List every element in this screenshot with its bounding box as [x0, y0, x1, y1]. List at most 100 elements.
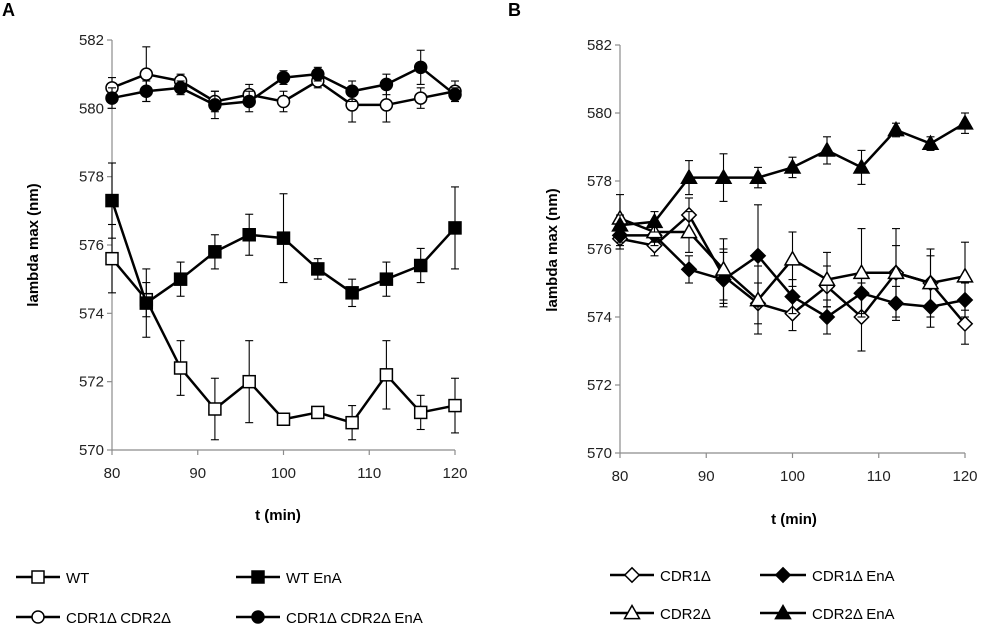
x-tick-label: 110 — [357, 465, 381, 482]
legend-sample-cdr2-ena — [760, 603, 806, 620]
data-point-cdr2 — [749, 290, 767, 307]
x-tick-label: 90 — [698, 468, 715, 485]
data-point-wt — [311, 405, 325, 420]
data-point-cdr1-cdr2-ena — [276, 70, 291, 85]
y-tick-label: 582 — [79, 32, 104, 49]
data-point-cdr2-ena — [783, 158, 802, 174]
legend-label-wt: WT — [66, 570, 89, 587]
data-point-cdr2 — [680, 222, 698, 239]
panel-b-letter: B — [508, 0, 521, 20]
data-point-cdr1-cdr2-ena — [448, 87, 462, 102]
panel-b-y-axis-title: lambda max (nm) — [544, 188, 561, 311]
legend-a: WT WT EnA CDR1Δ CDR2Δ CDR1Δ CDR2Δ EnA — [66, 570, 423, 627]
data-point-cdr1-cdr2-ena — [105, 91, 119, 105]
data-point-wt-ena — [448, 221, 462, 235]
panel-a-ticks: 570 572 574 576 578 580 582 80 90 100 110 120 — [79, 32, 468, 482]
data-point-cdr1-cdr2 — [276, 94, 291, 109]
legend-sample-cdr2 — [610, 603, 654, 620]
data-point-wt — [208, 402, 222, 416]
data-point-cdr2-ena — [714, 168, 733, 184]
data-point-cdr2-ena — [645, 212, 664, 229]
y-tick-label: 582 — [587, 37, 612, 54]
data-point-cdr1-cdr2-ena — [345, 84, 359, 98]
data-point-cdr2 — [921, 273, 940, 290]
series-wt-ena — [105, 162, 462, 338]
y-tick-label: 572 — [587, 377, 612, 394]
data-point-cdr1-ena — [784, 288, 801, 305]
legend-label-cdr1-cdr2-ena: CDR1Δ CDR2Δ EnA — [286, 610, 423, 627]
data-point-cdr2-ena — [680, 168, 698, 184]
data-point-cdr2-ena — [956, 114, 974, 130]
data-point-cdr1-cdr2-ena — [311, 67, 325, 81]
data-point-wt-ena — [105, 193, 119, 208]
x-tick-label: 110 — [867, 468, 891, 485]
data-point-cdr2 — [887, 263, 905, 280]
legend-marker-cdr1-cdr2-ena — [251, 610, 265, 624]
legend-marker-cdr1 — [623, 566, 641, 584]
data-point-cdr1 — [956, 315, 974, 333]
data-point-cdr2-ena — [852, 158, 871, 174]
data-point-cdr1-cdr2-ena — [242, 94, 256, 109]
data-point-wt-ena — [379, 272, 394, 286]
data-point-wt-ena — [413, 258, 428, 273]
data-point-cdr2 — [783, 250, 802, 266]
panel-a-x-axis-title: t (min) — [255, 507, 301, 524]
legend-marker-wt-ena — [251, 570, 265, 584]
legend-marker-cdr1-ena — [774, 566, 792, 584]
y-tick-label: 576 — [587, 241, 612, 258]
data-point-cdr1-ena — [818, 308, 836, 326]
data-point-cdr1-cdr2 — [379, 98, 394, 112]
data-point-cdr2-ena — [921, 134, 940, 150]
data-point-wt-ena — [173, 272, 188, 286]
legend-sample-cdr1-cdr2-ena — [236, 610, 280, 624]
y-tick-label: 570 — [587, 445, 612, 462]
data-point-wt — [242, 374, 256, 389]
y-tick-label: 580 — [79, 100, 104, 117]
data-point-wt — [105, 251, 119, 266]
data-point-cdr1-cdr2-ena — [208, 98, 222, 112]
data-point-wt — [379, 368, 394, 382]
x-tick-label: 90 — [189, 465, 206, 482]
y-tick-label: 578 — [79, 169, 104, 186]
panel-b-ticks: 570 572 574 576 578 580 582 80 90 100 110 120 — [587, 37, 978, 485]
legend-sample-cdr1 — [610, 566, 654, 584]
data-point-cdr2-ena — [818, 141, 836, 157]
x-tick-label: 80 — [104, 465, 121, 482]
legend-marker-wt — [31, 570, 45, 584]
data-point-cdr1-ena — [749, 247, 767, 265]
x-tick-label: 120 — [442, 465, 467, 482]
y-tick-label: 574 — [79, 305, 104, 322]
y-tick-label: 574 — [587, 309, 612, 326]
legend-label-cdr1-ena: CDR1Δ EnA — [812, 568, 895, 585]
legend-label-cdr1-cdr2: CDR1Δ CDR2Δ — [66, 610, 171, 627]
x-tick-label: 80 — [612, 468, 629, 485]
data-point-cdr1-cdr2-ena — [413, 60, 428, 75]
data-point-wt-ena — [139, 296, 154, 310]
series-line-wt — [111, 257, 456, 424]
legend-marker-cdr1-cdr2 — [31, 610, 45, 624]
legend-sample-wt-ena — [236, 570, 280, 584]
data-point-wt-ena — [311, 262, 325, 276]
data-point-wt — [448, 398, 462, 413]
data-point-cdr1-cdr2 — [139, 67, 154, 81]
legend-sample-cdr1-cdr2 — [16, 610, 60, 624]
data-point-wt — [345, 415, 359, 430]
panel-b-x-axis-title: t (min) — [771, 511, 817, 528]
y-tick-label: 576 — [79, 237, 104, 254]
data-point-cdr1-cdr2-ena — [379, 77, 394, 92]
data-point-cdr1-ena — [680, 261, 698, 278]
data-point-cdr2 — [956, 267, 974, 283]
panel-a-y-axis-title: lambda max (nm) — [25, 183, 42, 306]
data-point-wt-ena — [345, 286, 359, 300]
legend-label-cdr2-ena: CDR2Δ EnA — [812, 606, 895, 623]
data-point-wt — [413, 405, 428, 420]
y-tick-label: 578 — [587, 173, 612, 190]
x-tick-label: 120 — [952, 468, 977, 485]
data-point-cdr2-ena — [749, 168, 767, 184]
data-point-wt-ena — [208, 245, 222, 259]
y-tick-label: 572 — [79, 374, 104, 391]
data-point-cdr2 — [714, 260, 733, 276]
data-point-wt — [276, 412, 291, 426]
legend-label-cdr1: CDR1Δ — [660, 568, 711, 585]
